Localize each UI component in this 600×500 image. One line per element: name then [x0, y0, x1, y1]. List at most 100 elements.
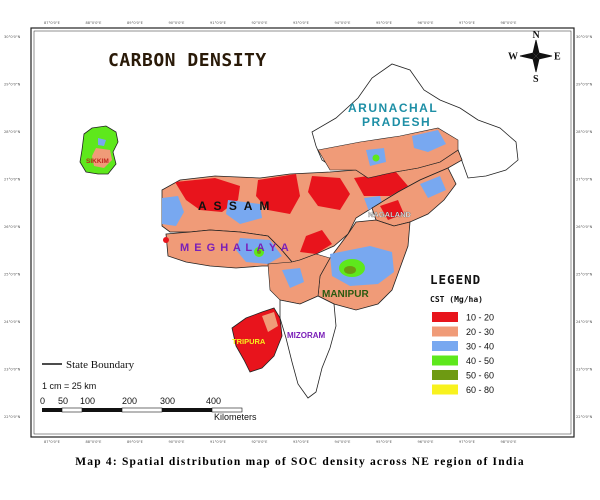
latitude-tick: 22°0'0"N: [576, 415, 593, 419]
longitude-tick: 96°0'0"E: [418, 440, 435, 444]
latitude-tick: 29°0'0"N: [576, 83, 593, 87]
latitude-tick: 24°0'0"N: [4, 320, 21, 324]
legend-swatch: [432, 326, 458, 337]
legend-swatch: [432, 384, 458, 395]
state-sikkim: SIKKIM: [79, 125, 119, 175]
assam-blue-west: [162, 196, 184, 226]
longitude-tick: 96°0'0"E: [418, 21, 435, 25]
latitude-tick: 26°0'0"N: [576, 225, 593, 229]
legend-subtitle: CST (Mg/ha): [430, 295, 483, 304]
meghalaya-olive: [257, 250, 261, 254]
latitude-tick: 28°0'0"N: [576, 130, 593, 134]
longitude-tick: 88°0'0"E: [86, 21, 103, 25]
latitude-tick: 26°0'0"N: [4, 225, 21, 229]
label-assam: A S S A M: [198, 199, 271, 213]
longitude-tick: 94°0'0"E: [335, 21, 352, 25]
upper-assam-blue-1: [412, 130, 446, 152]
longitude-tick: 92°0'0"E: [252, 440, 269, 444]
scale-unit: Kilometers: [214, 412, 257, 422]
label-meghalaya: M E G H A L A Y A: [180, 242, 290, 254]
assam-red-south: [300, 230, 332, 254]
map-title: CARBON DENSITY: [108, 50, 267, 71]
compass-n: N: [533, 30, 541, 41]
assam-red-west: [175, 178, 240, 212]
latitude-ticks-right: 30°0'0"N 29°0'0"N 28°0'0"N 27°0'0"N 26°0'0"N…: [576, 35, 593, 419]
nagaland-blue: [420, 176, 446, 198]
legend-swatch: [432, 370, 458, 380]
barak-blue: [282, 268, 304, 288]
longitude-tick: 87°0'0"E: [44, 21, 61, 25]
latitude-tick: 28°0'0"N: [4, 130, 21, 134]
longitude-tick: 91°0'0"E: [210, 440, 227, 444]
longitude-ticks-bottom: 87°0'0"E 88°0'0"E 89°0'0"E 90°0'0"E 91°0'0"E…: [44, 440, 517, 444]
label-nagaland: NAGALAND: [368, 210, 411, 219]
compass-e: E: [554, 52, 561, 63]
latitude-tick: 30°0'0"N: [4, 35, 21, 39]
latitude-tick: 27°0'0"N: [576, 178, 593, 182]
longitude-tick: 98°0'0"E: [501, 440, 518, 444]
upper-assam-green-dot: [372, 154, 380, 162]
state-mizoram: [279, 295, 337, 399]
scale-ticks: 0 50 100 200 300 400: [40, 396, 221, 406]
state-manipur: MANIPUR: [317, 219, 411, 311]
compass-s: S: [533, 74, 539, 85]
scale-ratio: 1 cm = 25 km: [42, 381, 96, 391]
latitude-tick: 29°0'0"N: [4, 83, 21, 87]
scale-tick: 0: [40, 396, 45, 406]
longitude-ticks-top: 87°0'0"E 88°0'0"E 89°0'0"E 90°0'0"E 91°0'0"E…: [44, 21, 517, 25]
legend-items: 10 - 20 20 - 30 30 - 40 40 - 50 50 - 60 60 - …: [432, 312, 494, 395]
manipur-olive: [344, 266, 356, 274]
scale-tick: 100: [80, 396, 95, 406]
legend: LEGEND CST (Mg/ha) 10 - 20 20 - 30 30 - 40…: [430, 272, 494, 395]
state-meghalaya: M E G H A L A Y A: [163, 229, 293, 269]
assam-red-east: [308, 176, 350, 210]
assam-red-central: [256, 174, 300, 214]
longitude-tick: 97°0'0"E: [459, 440, 476, 444]
tripura-salmon: [262, 312, 278, 332]
longitude-tick: 95°0'0"E: [376, 21, 393, 25]
longitude-tick: 89°0'0"E: [127, 440, 144, 444]
label-arunachal-line1: ARUNACHAL: [348, 101, 438, 115]
longitude-tick: 88°0'0"E: [86, 440, 103, 444]
latitude-tick: 27°0'0"N: [4, 178, 21, 182]
longitude-tick: 90°0'0"E: [169, 440, 186, 444]
legend-label: 40 - 50: [466, 356, 494, 366]
legend-title: LEGEND: [430, 272, 481, 287]
latitude-tick: 24°0'0"N: [576, 320, 593, 324]
legend-label: 60 - 80: [466, 385, 494, 395]
legend-label: 30 - 40: [466, 342, 494, 352]
sikkim-blue-patch: [98, 138, 106, 146]
label-tripura: TRIPURA: [232, 337, 266, 346]
legend-swatch: [432, 355, 458, 366]
longitude-tick: 89°0'0"E: [127, 21, 144, 25]
longitude-tick: 97°0'0"E: [459, 21, 476, 25]
latitude-tick: 30°0'0"N: [576, 35, 593, 39]
legend-swatch: [432, 312, 458, 322]
scale-tick: 50: [58, 396, 68, 406]
nagaland-red: [380, 200, 404, 220]
state-tripura: TRIPURA: [231, 307, 283, 373]
state-boundary-label: State Boundary: [66, 359, 135, 371]
state-assam: A S S A M: [161, 149, 463, 263]
longitude-tick: 93°0'0"E: [293, 440, 310, 444]
longitude-tick: 87°0'0"E: [44, 440, 61, 444]
label-manipur: MANIPUR: [322, 289, 369, 300]
latitude-tick: 23°0'0"N: [576, 368, 593, 372]
state-nagaland: NAGALAND: [368, 167, 457, 227]
scale-tick: 200: [122, 396, 137, 406]
scale-tick: 400: [206, 396, 221, 406]
compass-w: W: [508, 52, 518, 63]
latitude-tick: 25°0'0"N: [576, 273, 593, 277]
legend-label: 20 - 30: [466, 327, 494, 337]
scale-tick: 300: [160, 396, 175, 406]
latitude-tick: 25°0'0"N: [4, 273, 21, 277]
longitude-tick: 92°0'0"E: [252, 21, 269, 25]
label-sikkim: SIKKIM: [86, 158, 109, 165]
legend-label: 10 - 20: [466, 313, 494, 323]
meghalaya-red-dot: [163, 237, 169, 243]
latitude-ticks-left: 30°0'0"N 29°0'0"N 28°0'0"N 27°0'0"N 26°0'0"N…: [4, 35, 21, 419]
latitude-tick: 23°0'0"N: [4, 368, 21, 372]
legend-label: 50 - 60: [466, 371, 494, 381]
latitude-tick: 22°0'0"N: [4, 415, 21, 419]
